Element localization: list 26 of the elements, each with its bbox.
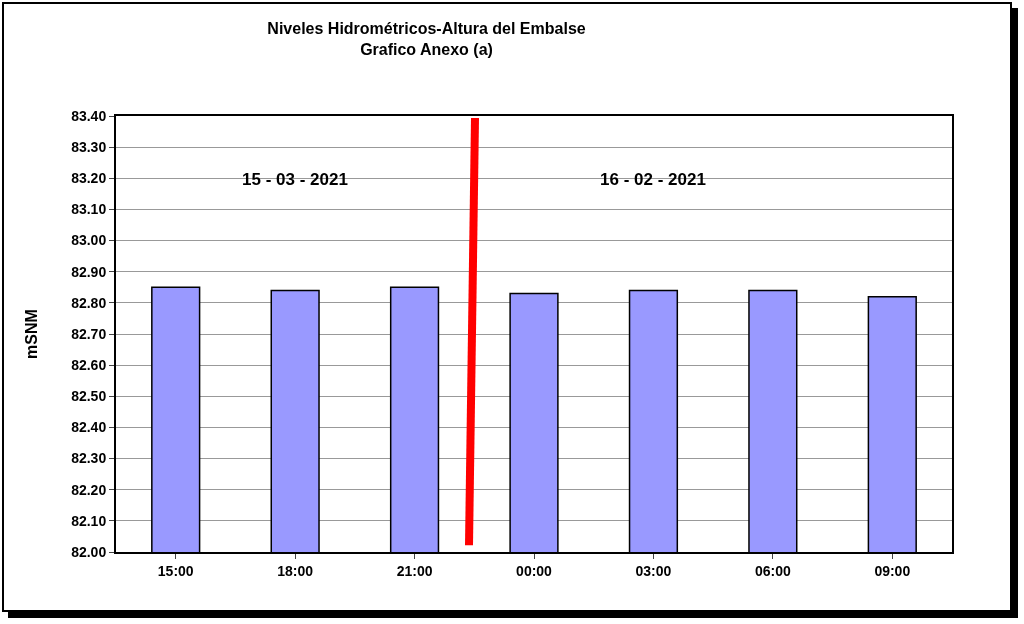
x-tick-label: 00:00 (516, 562, 553, 579)
x-tick-label: 21:00 (396, 562, 433, 579)
x-tick-label: 18:00 (277, 562, 314, 579)
y-tick-label: 82.00 (71, 543, 107, 560)
y-axis-title: mSNM (22, 309, 40, 359)
y-tick-label: 82.50 (71, 388, 107, 405)
y-tick-label: 82.80 (71, 294, 107, 311)
y-tick-label: 82.20 (71, 481, 107, 498)
x-tick-label: 06:00 (754, 562, 791, 579)
y-tick-label: 83.10 (71, 201, 107, 218)
annotation: 15 - 03 - 2021 (242, 170, 348, 189)
y-tick-label: 83.00 (71, 232, 107, 249)
y-tick-label: 82.60 (71, 357, 107, 374)
y-tick-label: 83.40 (71, 107, 107, 124)
y-tick-label: 83.20 (71, 170, 107, 187)
y-tick-label: 82.30 (71, 450, 107, 467)
x-tick-label: 03:00 (635, 562, 672, 579)
y-tick-label: 82.10 (71, 512, 107, 529)
y-tick-label: 82.40 (71, 419, 107, 436)
annotation: 16 - 02 - 2021 (600, 170, 706, 189)
y-tick-label: 82.90 (71, 263, 107, 280)
chart-title: Niveles Hidrométricos-Altura del Embalse Grafico Anexo (a) (267, 20, 586, 59)
x-tick-label: 15:00 (157, 562, 194, 579)
y-tick-label: 82.70 (71, 325, 107, 342)
y-tick-label: 83.30 (71, 139, 107, 156)
x-tick-label: 09:00 (874, 562, 911, 579)
